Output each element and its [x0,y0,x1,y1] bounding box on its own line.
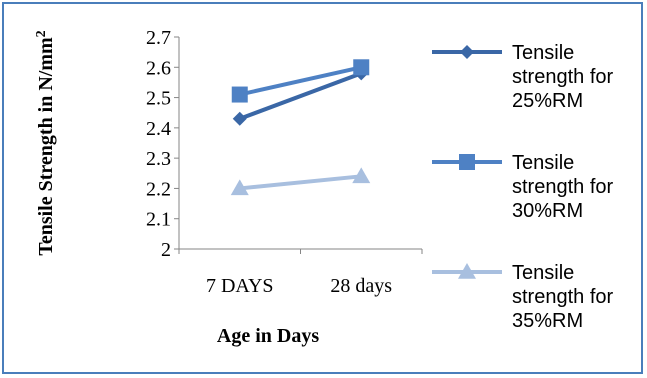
data-point [233,112,247,126]
series-layer [231,59,371,195]
data-point [353,59,369,75]
legend-label: Tensile strength for 30%RM [512,152,614,222]
y-tick-label: 2.4 [146,118,171,140]
series-1 [233,66,369,125]
legend-item-3: Tensile strength for 35%RM [432,262,614,332]
y-axis: 2 2.1 2.2 2.3 2.4 2.5 2.6 2.7 [146,27,179,261]
x-axis: 7 DAYS 28 days [179,249,422,297]
legend-item-1: Tensile strength for 25%RM [432,42,614,112]
y-axis-title-text: Tensile Strength in N/mm [35,37,57,256]
legend-item-2: Tensile strength for 30%RM [432,152,614,222]
y-tick-label: 2.3 [146,148,171,170]
y-axis-title-superscript: 2 [34,30,49,37]
legend-label: Tensile strength for 25%RM [512,42,614,112]
legend-marker [460,45,474,59]
x-tick-label: 28 days [330,275,392,297]
x-axis-title: Age in Days [217,325,319,347]
y-tick-label: 2.5 [146,88,171,110]
series-3 [231,167,371,195]
y-tick-label: 2.7 [146,27,171,49]
series-line [240,176,362,188]
legend: Tensile strength for 25%RM Tensile strength … [432,42,614,332]
legend-label: Tensile strength for 35%RM [512,262,614,332]
y-tick-label: 2 [161,239,171,261]
y-tick-label: 2.6 [146,57,171,79]
chart-frame: 2 2.1 2.2 2.3 2.4 2.5 2.6 2.7 7 DAYS 28 days Age… [2,2,643,374]
y-tick-label: 2.2 [146,178,171,200]
y-tick-label: 2.1 [146,209,171,231]
line-chart: 2 2.1 2.2 2.3 2.4 2.5 2.6 2.7 7 DAYS 28 days Age… [4,4,645,376]
data-point [232,87,248,103]
x-tick-label: 7 DAYS [206,275,274,297]
legend-marker [459,154,475,170]
y-axis-title: Tensile Strength in N/mm2 [34,30,58,255]
